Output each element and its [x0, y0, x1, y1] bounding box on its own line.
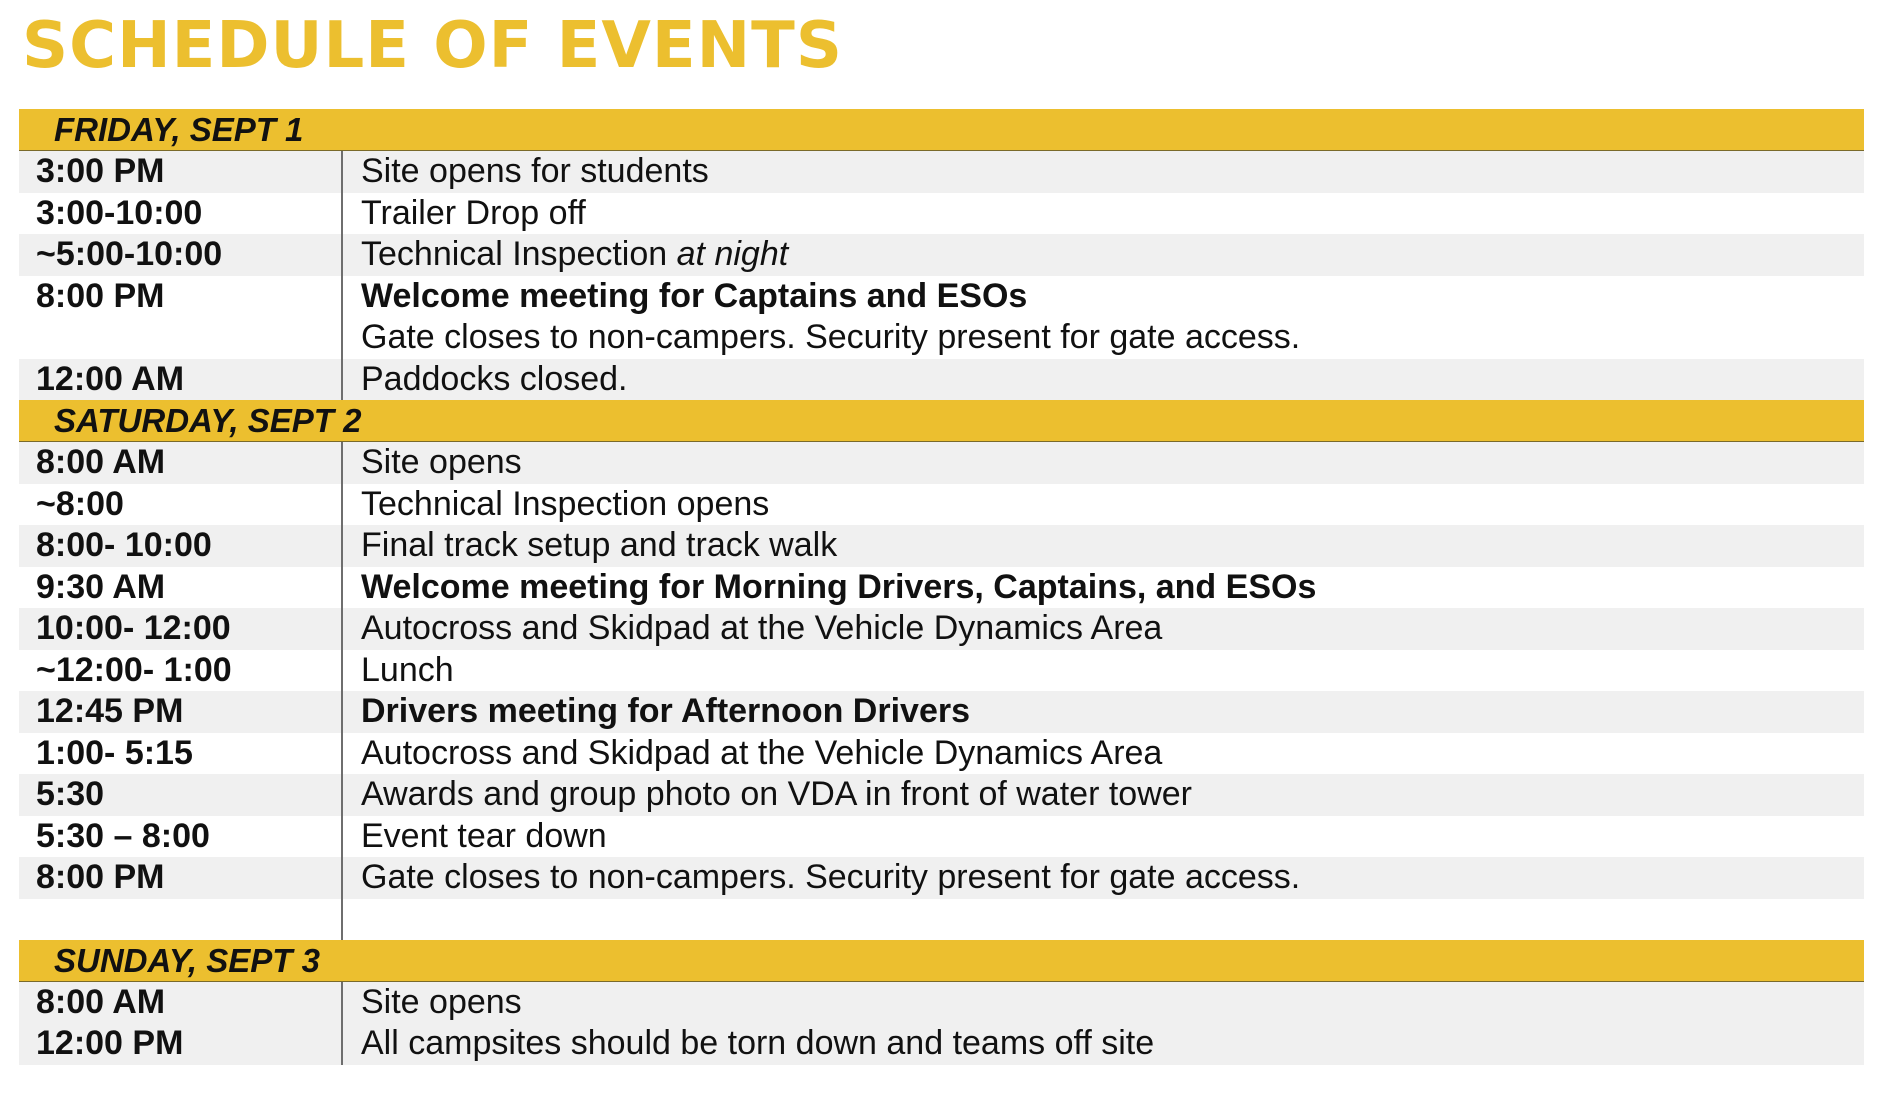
event-text: Technical Inspection: [361, 235, 668, 273]
time-cell: 12:00 AM: [19, 358, 343, 400]
event-cell: Autocross and Skidpad at the Vehicle Dyn…: [361, 609, 1163, 647]
day-header-friday: FRIDAY, SEPT 1: [19, 109, 1864, 151]
event-note: at night: [676, 235, 789, 273]
time-cell: 10:00- 12:00: [19, 608, 343, 650]
time-cell: 5:30: [19, 774, 343, 816]
table-row: 8:00- 10:00 Final track setup and track …: [19, 525, 1864, 567]
event-cell: Site opens: [361, 982, 522, 1021]
time-cell: 12:45 PM: [19, 691, 343, 733]
time-cell: 3:00-10:00: [19, 192, 343, 234]
event-cell: Gate closes to non-campers. Security pre…: [361, 858, 1301, 896]
event-cell: Welcome meeting for Morning Drivers, Cap…: [361, 567, 1317, 606]
event-cell: Technical Inspection opens: [361, 484, 770, 523]
table-row: 8:00 AM Site opens: [19, 442, 1864, 484]
page-title: SCHEDULE OF EVENTS: [22, 9, 843, 83]
table-row: 12:00 PM All campsites should be torn do…: [19, 1023, 1864, 1065]
time-cell: 8:00- 10:00: [19, 525, 343, 567]
event-cell: All campsites should be torn down and te…: [361, 1024, 1155, 1062]
event-cell: Autocross and Skidpad at the Vehicle Dyn…: [361, 733, 1163, 772]
table-row: ~12:00- 1:00 Lunch: [19, 649, 1864, 691]
event-cell: Final track setup and track walk: [361, 526, 838, 564]
table-row: 8:00 PM Welcome meeting for Captains and…: [19, 275, 1864, 359]
time-cell: 1:00- 5:15: [19, 732, 343, 774]
table-row: 1:00- 5:15 Autocross and Skidpad at the …: [19, 732, 1864, 774]
table-row: 5:30 – 8:00 Event tear down: [19, 815, 1864, 857]
table-row: 8:00 PM Gate closes to non-campers. Secu…: [19, 857, 1864, 899]
time-cell: ~8:00: [19, 483, 343, 525]
table-row: 12:45 PM Drivers meeting for Afternoon D…: [19, 691, 1864, 733]
time-cell: ~5:00-10:00: [19, 234, 343, 276]
event-cell: Technical Inspection at night: [343, 234, 1864, 276]
time-cell: 8:00 AM: [19, 981, 343, 1023]
event-cell: Awards and group photo on VDA in front o…: [361, 775, 1192, 813]
time-cell: 12:00 PM: [19, 1023, 343, 1065]
time-cell-empty: [19, 898, 343, 940]
day-header-saturday: SATURDAY, SEPT 2: [19, 400, 1864, 442]
time-cell: 5:30 – 8:00: [19, 815, 343, 857]
event-cell: Drivers meeting for Afternoon Drivers: [361, 692, 970, 730]
time-cell: 8:00 PM: [19, 857, 343, 899]
event-cell-empty: [343, 899, 1864, 940]
event-text-line2: Gate closes to non-campers. Security pre…: [361, 318, 1301, 356]
event-cell: Site opens for students: [361, 152, 709, 190]
event-cell: Paddocks closed.: [361, 359, 628, 398]
time-cell: 8:00 PM: [19, 275, 343, 359]
schedule-table: FRIDAY, SEPT 1 3:00 PM Site opens for st…: [19, 109, 1864, 1065]
day-header-sunday: SUNDAY, SEPT 3: [19, 939, 1864, 982]
event-text: Welcome meeting for Captains and ESOs: [361, 276, 1028, 315]
time-cell: ~12:00- 1:00: [19, 649, 343, 691]
table-row: 9:30 AM Welcome meeting for Morning Driv…: [19, 566, 1864, 608]
table-row: 12:00 AM Paddocks closed.: [19, 358, 1864, 400]
time-cell: 3:00 PM: [19, 151, 343, 193]
table-row: 5:30 Awards and group photo on VDA in fr…: [19, 774, 1864, 816]
time-cell: 8:00 AM: [19, 442, 343, 484]
table-row: 3:00 PM Site opens for students: [19, 151, 1864, 193]
table-row: ~5:00-10:00 Technical Inspection at nigh…: [19, 234, 1864, 276]
table-row: 3:00-10:00 Trailer Drop off: [19, 192, 1864, 234]
event-cell: Site opens: [361, 443, 522, 481]
time-cell: 9:30 AM: [19, 566, 343, 608]
event-cell: Event tear down: [361, 816, 607, 855]
event-cell: Welcome meeting for Captains and ESOs Ga…: [343, 276, 1864, 359]
event-cell: Trailer Drop off: [361, 193, 586, 232]
event-cell: Lunch: [361, 650, 454, 689]
table-row: 8:00 AM Site opens: [19, 981, 1864, 1023]
table-spacer: [19, 898, 1864, 940]
table-row: ~8:00 Technical Inspection opens: [19, 483, 1864, 525]
table-row: 10:00- 12:00 Autocross and Skidpad at th…: [19, 608, 1864, 650]
